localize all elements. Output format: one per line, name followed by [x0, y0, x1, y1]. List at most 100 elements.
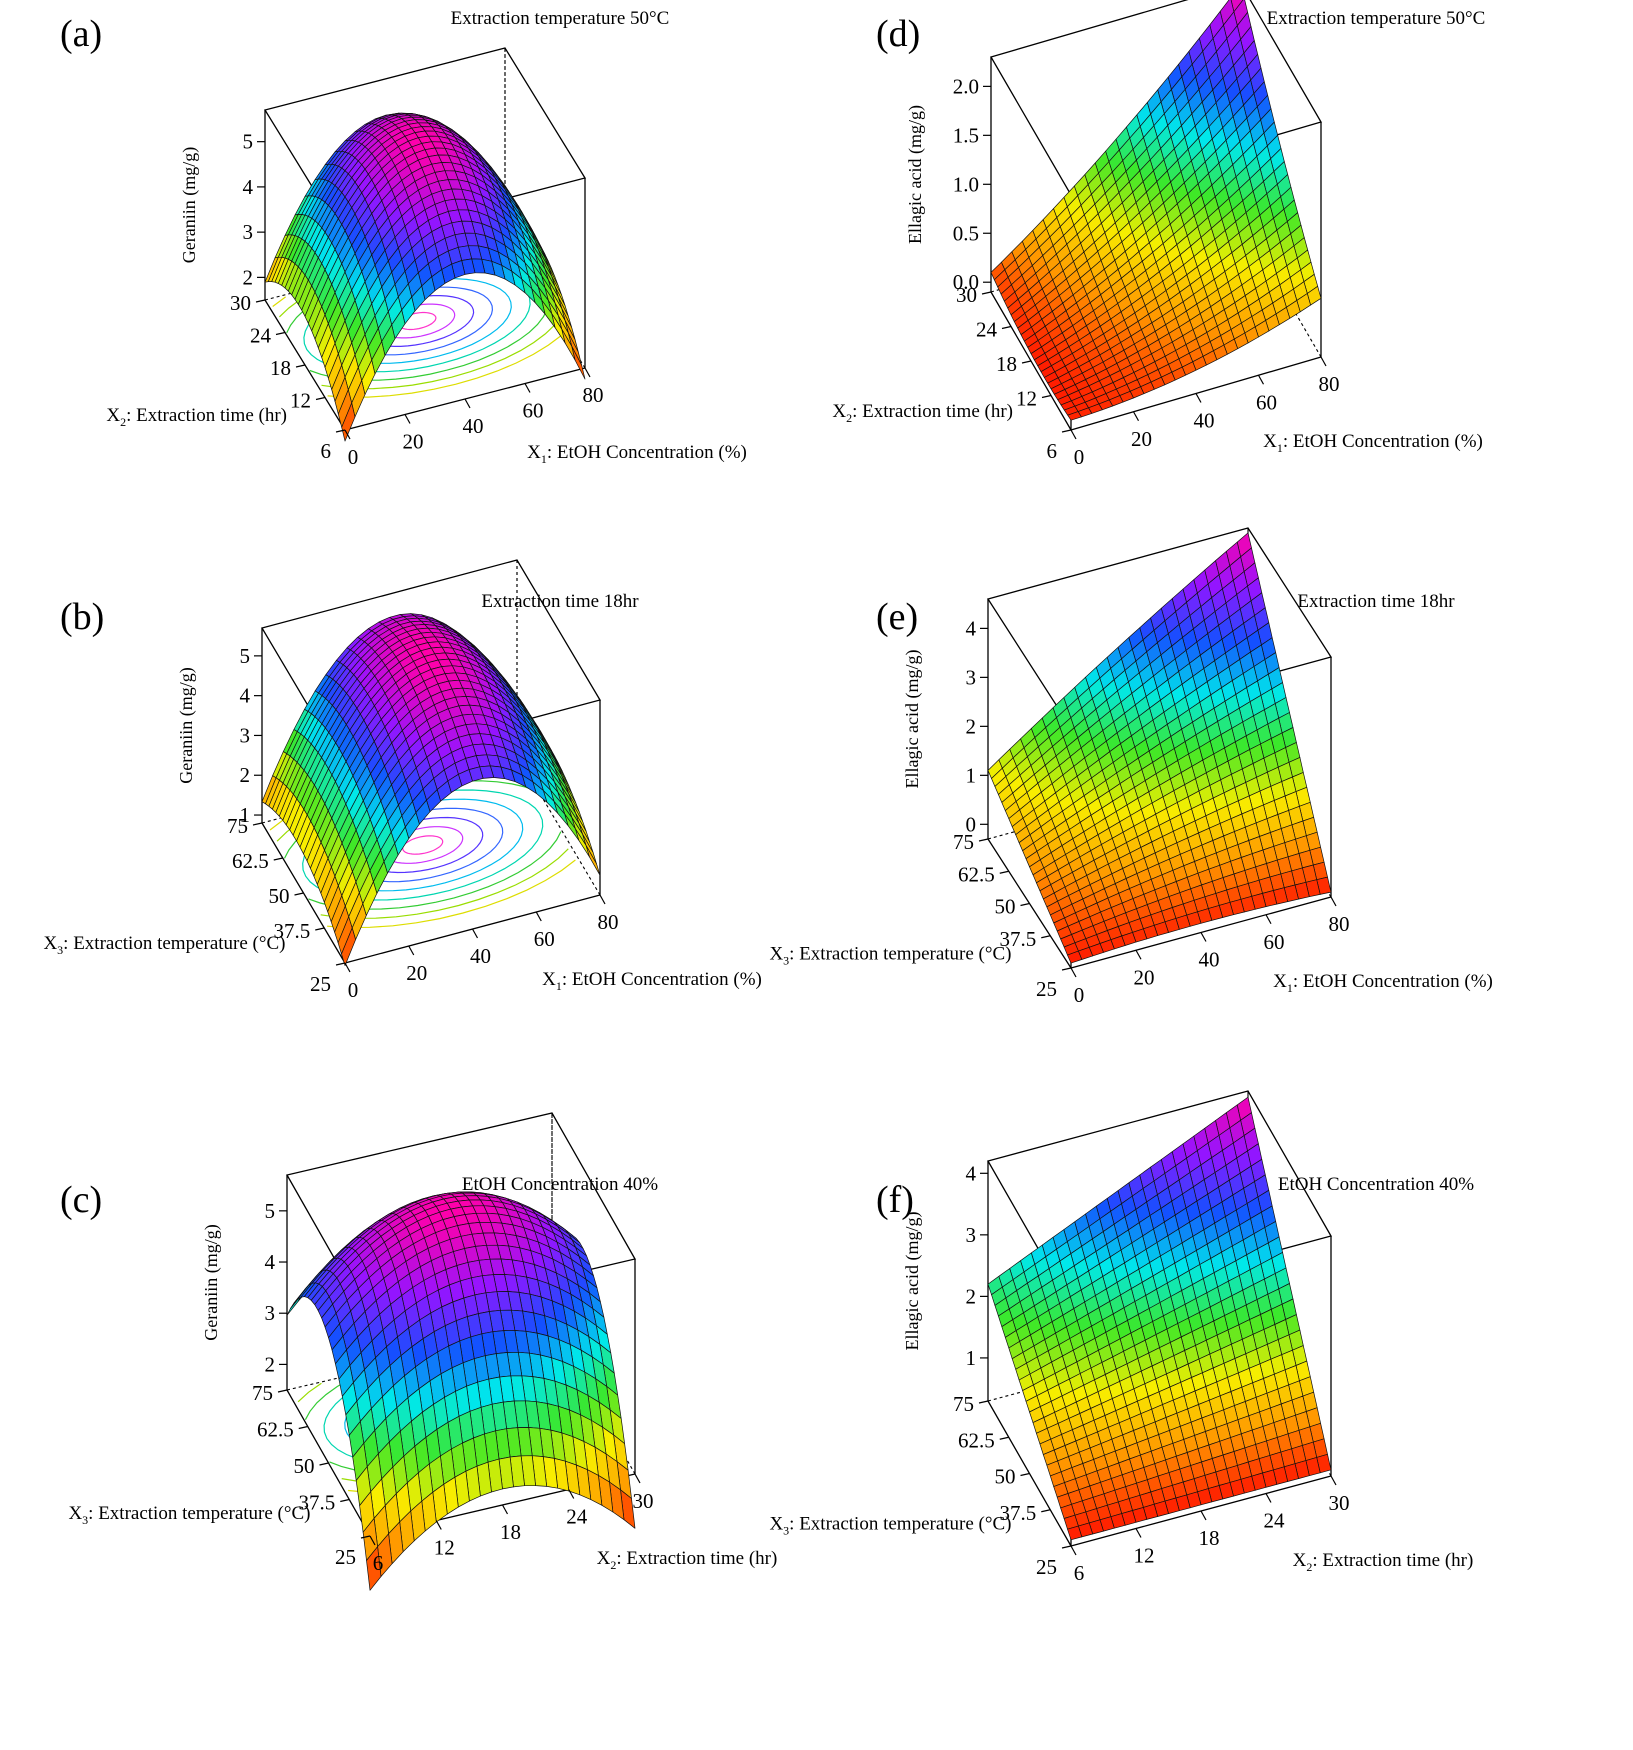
x-tick	[344, 429, 351, 440]
z-tick-label: 2	[243, 265, 254, 289]
x-tick-label: 60	[534, 927, 555, 951]
y-tick	[335, 429, 346, 433]
x-tick	[1330, 896, 1337, 907]
condition-title: Extraction time 18hr	[1297, 591, 1455, 612]
axis-ticks	[255, 141, 591, 440]
y-tick	[999, 1436, 1009, 1440]
x-tick-label: 60	[1264, 930, 1285, 954]
y-tick	[999, 870, 1009, 874]
z-tick-label: 2	[265, 1352, 276, 1376]
z-tick-label: 0.5	[953, 221, 979, 245]
surface-plot: 2 3 4 5 0 20 40 60 80 6 12 18 24 30 X1: EtOH Concentra…	[60, 8, 747, 469]
z-tick-label: 1	[966, 1346, 977, 1370]
y-tick-label: 62.5	[958, 1428, 995, 1452]
x-tick-label: 0	[1074, 983, 1085, 1007]
response-surface	[987, 532, 1332, 964]
y-tick	[340, 1498, 350, 1503]
z-tick-label: 3	[243, 220, 254, 244]
axis-ticks	[978, 627, 1337, 978]
axis-ticks	[277, 1210, 641, 1546]
y-tick-label: 75	[953, 1392, 974, 1416]
x-tick-label: 20	[406, 961, 427, 985]
x-tick-label: 0	[1074, 445, 1085, 469]
x-tick	[524, 383, 531, 393]
y-tick	[273, 857, 283, 861]
y-tick-label: 18	[996, 352, 1017, 376]
x-tick	[344, 962, 351, 973]
z-tick-label: 3	[966, 665, 977, 689]
y-axis-title: X3: Extraction temperature (°C)	[769, 944, 1011, 968]
y-tick-label: 25	[310, 972, 331, 996]
x-tick	[471, 928, 479, 939]
x-axis-title: X1: EtOH Concentration (%)	[527, 442, 747, 466]
y-tick-label: 62.5	[232, 849, 269, 873]
y-tick-label: 50	[995, 895, 1016, 919]
y-tick-label: 37.5	[274, 919, 311, 943]
panel-label: (d)	[876, 13, 920, 55]
response-surface	[261, 613, 601, 966]
panel-label: (e)	[876, 596, 918, 638]
y-tick-label: 75	[953, 830, 974, 854]
z-tick-label: 2.0	[953, 74, 979, 98]
x-tick-label: 80	[583, 383, 604, 407]
z-tick-label: 5	[240, 644, 251, 668]
y-tick	[319, 1462, 329, 1466]
x-tick	[1135, 949, 1142, 960]
panel-f: 1 2 3 4 6 12 18 24 30 25 37.5 50 62.5 75 X2: Extractio…	[769, 1090, 1632, 1749]
panel-label: (c)	[60, 1179, 102, 1221]
x-tick	[435, 1520, 442, 1530]
panel-label: (f)	[876, 1179, 914, 1221]
x-tick-label: 40	[470, 944, 491, 968]
x-tick-label: 24	[566, 1505, 588, 1529]
x-tick-label: 20	[403, 430, 424, 454]
x-tick-label: 18	[500, 1520, 521, 1544]
x-tick-label: 20	[1131, 427, 1152, 451]
z-axis-title: Geraniin (mg/g)	[176, 667, 197, 783]
z-tick-label: 1.5	[953, 123, 979, 147]
y-tick-label: 25	[1036, 977, 1057, 1001]
y-tick-label: 62.5	[257, 1418, 294, 1442]
response-surface	[264, 112, 586, 442]
x-tick	[1200, 932, 1207, 942]
surface-plot: 0.0 0.5 1.0 1.5 2.0 0 20 40 60 80 6 12 18 24 30 X1: EtO…	[832, 0, 1485, 469]
y-tick-label: 6	[1047, 439, 1058, 463]
x-tick	[1132, 411, 1140, 422]
y-tick	[275, 331, 286, 336]
z-tick-label: 2	[966, 1284, 977, 1308]
y-tick	[252, 822, 263, 826]
axis-labels: 0.0 0.5 1.0 1.5 2.0 0 20 40 60 80 6 12 18 24 30 X1: EtO…	[832, 74, 1483, 469]
y-tick	[1001, 325, 1012, 330]
z-axis-title: Geraniin (mg/g)	[201, 1224, 222, 1340]
y-tick-label: 25	[335, 1545, 356, 1569]
z-tick-label: 1	[240, 803, 251, 827]
x-tick-label: 80	[1329, 912, 1350, 936]
y-tick-label: 25	[1036, 1555, 1057, 1579]
y-tick-label: 6	[321, 439, 332, 463]
y-axis-title: X2: Extraction time (hr)	[832, 401, 1013, 425]
y-tick	[1061, 429, 1072, 433]
x-tick-label: 6	[373, 1551, 384, 1575]
y-tick	[295, 364, 306, 368]
y-tick	[978, 838, 989, 842]
x-tick	[584, 367, 591, 378]
x-axis-title: X1: EtOH Concentration (%)	[1263, 431, 1483, 455]
y-tick	[1061, 967, 1072, 971]
z-tick-label: 2	[240, 763, 251, 787]
x-tick-label: 80	[598, 910, 619, 934]
x-tick-label: 20	[1134, 965, 1155, 989]
z-tick-label: 2	[966, 714, 977, 738]
y-axis-title: X3: Extraction temperature (°C)	[43, 933, 285, 957]
x-tick-label: 60	[523, 399, 544, 423]
y-tick	[1061, 1545, 1072, 1549]
y-axis-title: X3: Extraction temperature (°C)	[68, 1503, 310, 1527]
panel-e: 0 1 2 3 4 0 20 40 60 80 25 37.5 50 62.5 75 X1: EtOH Con…	[769, 527, 1632, 1166]
x-tick	[1265, 914, 1272, 925]
z-tick-label: 3	[265, 1301, 276, 1325]
x-tick	[1265, 1493, 1272, 1503]
